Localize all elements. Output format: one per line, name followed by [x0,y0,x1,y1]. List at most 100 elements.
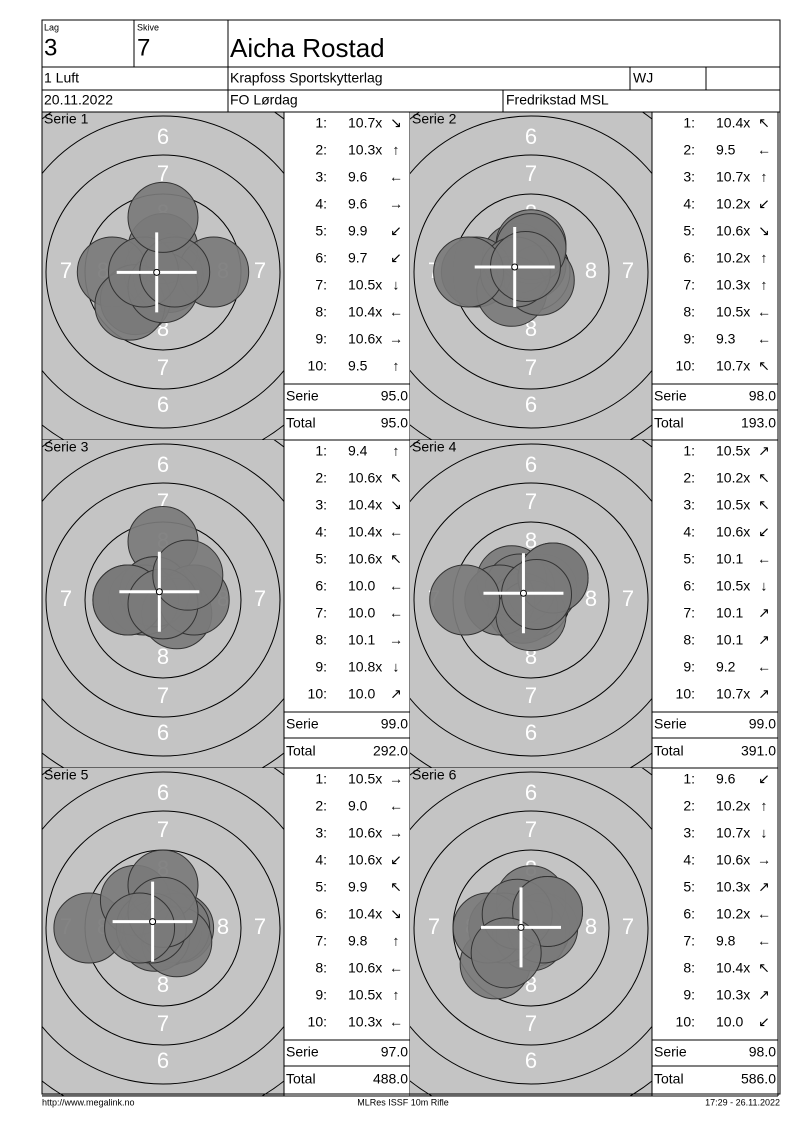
shot-score: 9.7 [348,250,368,266]
shot-score: 9.5 [348,358,368,374]
target: 6677778888 [410,768,652,1096]
shot-score: 10.1 [716,632,743,648]
ring-label: 7 [157,683,169,708]
shot-direction: ↑ [393,987,400,1003]
shot-score: 10.5x [348,277,382,293]
shot-score: 9.9 [348,879,368,895]
total-score: 95.0 [381,415,408,431]
ring-label: 7 [254,914,266,939]
shot-score: 10.5x [716,304,750,320]
shot-direction: ↖ [390,470,402,486]
ring-label: 6 [525,780,537,805]
shot-score: 9.6 [348,169,368,185]
target: 6677778888 [42,768,284,1096]
serie-label: Serie [654,716,687,732]
serie-score: 95.0 [381,388,408,404]
shot-direction: ↑ [761,169,768,185]
ring-label: 7 [525,1011,537,1036]
crosshair-center [149,918,157,926]
shot-direction: ↑ [393,358,400,374]
shot-direction: ↓ [761,578,768,594]
ring-label: 6 [157,452,169,477]
shot-number: 8: [315,960,327,976]
serie-score: 99.0 [749,716,776,732]
shot-direction: ← [389,1014,403,1030]
total-label: Total [286,415,316,431]
shot-score: 10.4x [716,960,750,976]
shot-number: 3: [683,825,695,841]
shot-direction: ↘ [390,906,402,922]
shot-direction: ↖ [758,470,770,486]
shot-direction: ↖ [390,879,402,895]
shot-number: 6: [315,578,327,594]
series-title: Serie 1 [44,111,89,127]
shot-direction: → [389,771,403,787]
shot-number: 9: [315,987,327,1003]
shot-number: 7: [683,605,695,621]
ring-label: 6 [525,452,537,477]
shot-score: 10.0 [348,578,375,594]
shot-score: 10.7x [348,115,382,131]
total-label: Total [286,743,316,759]
shot-score: 10.5x [348,987,382,1003]
shot-number: 6: [315,906,327,922]
shot-score: 10.5x [716,443,750,459]
shot-direction: ↓ [393,659,400,675]
shot-score: 10.2x [716,906,750,922]
target: 6677778888 [410,440,652,768]
serie-label: Serie [286,388,319,404]
shot-direction: ← [389,304,403,320]
shot-score: 9.8 [348,933,368,949]
skive-label: Skive [137,22,159,32]
shot-score: 10.5x [348,771,382,787]
shot-number: 2: [315,142,327,158]
serie-label: Serie [654,1044,687,1060]
shot-number: 1: [315,771,327,787]
shot-number: 2: [315,470,327,486]
shot-number: 4: [315,852,327,868]
shot-number: 1: [315,115,327,131]
shot-score: 9.6 [716,771,736,787]
shot-number: 1: [683,443,695,459]
series-title: Serie 3 [44,439,89,455]
shot-number: 4: [315,196,327,212]
series-title: Serie 4 [412,439,457,455]
shot-score: 10.7x [716,169,750,185]
shot-direction: ↑ [761,798,768,814]
shot-score: 9.6 [348,196,368,212]
total-score: 391.0 [741,743,776,759]
shot-direction: ↘ [758,223,770,239]
shot-number: 9: [683,659,695,675]
shot-score: 10.4x [348,304,382,320]
shot-score: 10.6x [716,852,750,868]
shot-score: 10.3x [348,142,382,158]
shot-number: 8: [315,632,327,648]
shot-number: 1: [683,115,695,131]
shot-score: 10.2x [716,798,750,814]
target-ring [42,771,284,1085]
shot-number: 10: [676,1014,695,1030]
footer-program: MLRes ISSF 10m Rifle [357,1097,449,1107]
shot [104,892,176,964]
shot-direction: ↑ [761,250,768,266]
shot-number: 10: [676,358,695,374]
shot-direction: ↙ [758,196,770,212]
shot-score: 10.4x [716,115,750,131]
shot-direction: ← [757,331,771,347]
shot-number: 5: [315,879,327,895]
ring-label: 6 [157,392,169,417]
shot-number: 6: [683,578,695,594]
shot-score: 10.1 [348,632,375,648]
shot-direction: ← [757,304,771,320]
ring-label: 6 [157,1048,169,1073]
serie-label: Serie [286,1044,319,1060]
shot-number: 9: [315,331,327,347]
shot-number: 6: [683,906,695,922]
shot-number: 7: [315,605,327,621]
shot-direction: ↙ [390,223,402,239]
serie-score: 98.0 [749,1044,776,1060]
footer-timestamp: 17:29 - 26.11.2022 [705,1097,780,1107]
shot-number: 6: [315,250,327,266]
